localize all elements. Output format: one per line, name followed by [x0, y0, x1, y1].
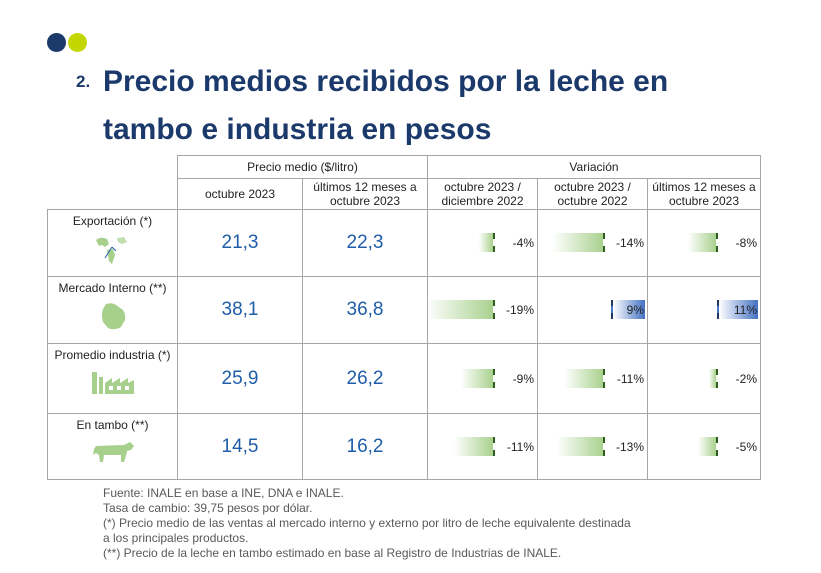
- col-header-oct: octubre 2023: [177, 178, 303, 210]
- table-row: Mercado Interno (**) 38,1 36,8 -19% 9% 1…: [47, 276, 761, 344]
- variation-bar: [563, 368, 605, 388]
- footnote-1-cont: a los principales productos.: [103, 531, 249, 545]
- variation-pct: -14%: [615, 236, 644, 250]
- value-u12: 16,2: [302, 413, 428, 480]
- variation-pct: -13%: [615, 439, 644, 454]
- row-label-cell: Mercado Interno (**): [47, 276, 178, 344]
- variation-bar: [698, 436, 718, 456]
- var-u12: 11%: [647, 276, 761, 344]
- section-number: 2.: [76, 72, 91, 91]
- value-oct: 25,9: [177, 343, 303, 414]
- variation-pct: -11%: [616, 371, 644, 386]
- col-header-oct-oct: octubre 2023 / octubre 2022: [537, 178, 648, 210]
- row-label-cell: Promedio industria (*): [47, 343, 178, 414]
- footnotes: Fuente: INALE en base a INE, DNA e INALE…: [103, 486, 631, 561]
- table-row: Exportación (*) 21,3 22,3 -4% -14% -8%: [47, 209, 761, 277]
- var-oct-oct: 9%: [537, 276, 648, 344]
- cow-icon: [92, 442, 134, 462]
- variation-pct: -9%: [512, 371, 534, 386]
- var-u12: -5%: [647, 413, 761, 480]
- col-header-u12-var: últimos 12 meses a octubre 2023: [647, 178, 761, 210]
- var-oct-dic: -9%: [427, 343, 538, 414]
- variation-bar: [478, 233, 495, 252]
- variation-pct: -4%: [512, 236, 534, 250]
- value-oct: 38,1: [177, 276, 303, 344]
- var-oct-oct: -14%: [537, 209, 648, 277]
- lime-dot: [68, 33, 87, 52]
- variation-pct: -8%: [735, 236, 757, 250]
- variation-pct: -2%: [735, 371, 757, 386]
- row-label: Promedio industria (*): [54, 348, 171, 362]
- row-label: Exportación (*): [72, 214, 153, 228]
- var-oct-dic: -11%: [427, 413, 538, 480]
- variation-pct: -11%: [506, 439, 534, 454]
- variation-bar: [425, 300, 495, 319]
- variation-bar: [611, 300, 645, 319]
- price-table: Precio medio ($/litro) Variación octubre…: [47, 155, 761, 480]
- variation-bar: [556, 436, 605, 456]
- table-row: Promedio industria (*) 25,9 26,2 -9% -11…: [47, 343, 761, 414]
- variation-pct: -19%: [505, 303, 534, 317]
- value-u12: 26,2: [302, 343, 428, 414]
- uruguay-map-icon: [101, 303, 125, 330]
- corner-blank: [48, 156, 178, 179]
- value-oct: 21,3: [177, 209, 303, 277]
- variation-bar: [687, 233, 718, 252]
- variation-pct: -5%: [735, 439, 757, 454]
- variation-bar: [708, 368, 718, 388]
- world-map-icon: [95, 237, 127, 264]
- footnote-1: (*) Precio medio de las ventas al mercad…: [103, 516, 631, 530]
- col-header-oct-dic: octubre 2023 / diciembre 2022: [427, 178, 538, 210]
- variation-pct: 9%: [626, 303, 644, 317]
- value-u12: 36,8: [302, 276, 428, 344]
- footnote-2: (**) Precio de la leche en tambo estimad…: [103, 546, 562, 560]
- corner-blank-2: [48, 179, 178, 210]
- value-oct: 14,5: [177, 413, 303, 480]
- var-u12: -8%: [647, 209, 761, 277]
- variation-bar: [461, 368, 495, 388]
- col-header-u12: últimos 12 meses a octubre 2023: [302, 178, 428, 210]
- group-header-precio: Precio medio ($/litro): [177, 155, 428, 179]
- variation-bar: [453, 436, 495, 456]
- footnote-exchange-rate: Tasa de cambio: 39,75 pesos por dólar.: [103, 501, 313, 515]
- var-oct-oct: -13%: [537, 413, 648, 480]
- factory-icon: [91, 372, 134, 394]
- row-label: Mercado Interno (**): [58, 281, 167, 295]
- decorative-dots: [47, 33, 87, 52]
- variation-bar: [553, 233, 605, 252]
- row-label-cell: Exportación (*): [47, 209, 178, 277]
- table-row: En tambo (**) 14,5 16,2 -11% -13% -5%: [47, 413, 761, 480]
- variation-bar: [716, 300, 758, 319]
- row-label: En tambo (**): [76, 418, 149, 432]
- navy-dot: [47, 33, 66, 52]
- page-title: Precio medios recibidos por la leche en …: [103, 65, 669, 146]
- var-u12: -2%: [647, 343, 761, 414]
- row-label-cell: En tambo (**): [47, 413, 178, 480]
- group-header-variacion: Variación: [427, 155, 761, 179]
- variation-pct: 11%: [733, 303, 757, 317]
- value-u12: 22,3: [302, 209, 428, 277]
- var-oct-dic: -4%: [427, 209, 538, 277]
- footnote-source: Fuente: INALE en base a INE, DNA e INALE…: [103, 486, 344, 500]
- var-oct-oct: -11%: [537, 343, 648, 414]
- var-oct-dic: -19%: [425, 276, 538, 344]
